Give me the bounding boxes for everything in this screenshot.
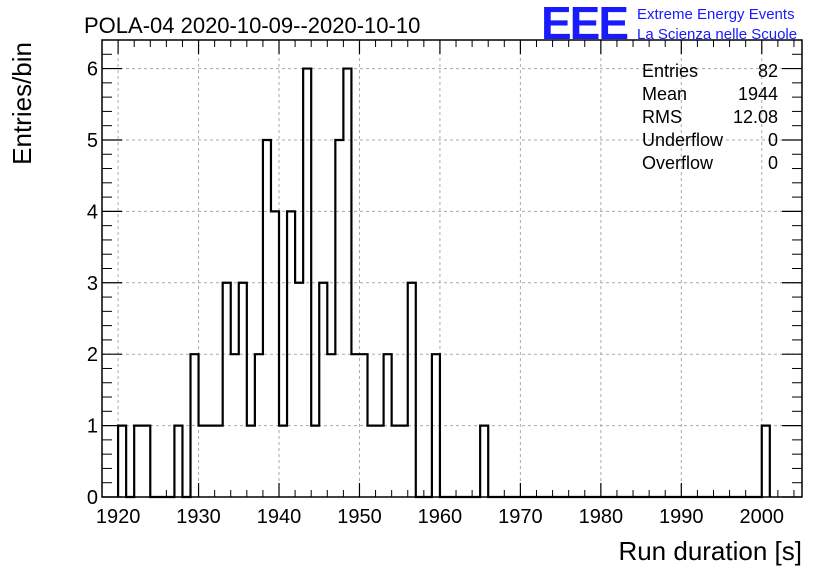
y-tick-label: 1 (87, 416, 98, 438)
stats-box: Entries 82 Mean 1944 RMS 12.08 Underflow… (642, 61, 778, 173)
y-tick-label: 3 (87, 273, 98, 295)
x-tick-label: 1960 (418, 506, 463, 528)
logo-line-2: La Scienza nelle Scuole (637, 26, 797, 43)
x-tick-label: 1920 (96, 506, 141, 528)
x-tick-label: 1930 (176, 506, 221, 528)
stats-entries-label: Entries (642, 61, 698, 81)
chart-title: POLA-04 2020-10-09--2020-10-10 (84, 13, 420, 38)
stats-rms-label: RMS (642, 107, 682, 127)
stats-entries-value: 82 (758, 61, 778, 81)
eee-logo: EEE Extreme Energy Events La Scienza nel… (541, 0, 797, 49)
y-tick-label: 5 (87, 130, 98, 152)
y-tick-label: 2 (87, 344, 98, 366)
y-tick-label: 0 (87, 487, 98, 509)
stats-mean-label: Mean (642, 84, 687, 104)
x-tick-label: 1950 (337, 506, 382, 528)
x-tick-label: 2000 (740, 506, 785, 528)
x-tick-label: 1940 (257, 506, 302, 528)
stats-overflow-label: Overflow (642, 153, 714, 173)
stats-underflow-value: 0 (768, 130, 778, 150)
logo-line-1: Extreme Energy Events (637, 6, 795, 23)
y-tick-label: 6 (87, 59, 98, 81)
x-axis-title: Run duration [s] (618, 536, 802, 566)
x-tick-label: 1970 (498, 506, 543, 528)
y-tick-label: 4 (87, 201, 98, 223)
y-axis-title: Entries/bin (7, 42, 37, 165)
axis-ticks: 1920 1930 1940 1950 1960 1970 1980 1990 2000 0 1 2 3… (87, 39, 802, 528)
x-tick-label: 1990 (659, 506, 704, 528)
logo-mark: EEE (541, 0, 627, 49)
stats-rms-value: 12.08 (733, 107, 778, 127)
stats-underflow-label: Underflow (642, 130, 724, 150)
x-tick-label: 1980 (579, 506, 624, 528)
stats-mean-value: 1944 (738, 84, 778, 104)
stats-overflow-value: 0 (768, 153, 778, 173)
